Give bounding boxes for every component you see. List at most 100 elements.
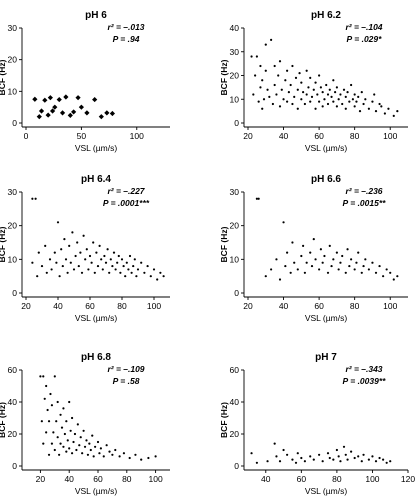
data-point [82, 429, 85, 432]
data-point [341, 102, 344, 106]
data-point [135, 275, 138, 278]
data-point [66, 271, 69, 274]
p-value-label: P = .0001*** [103, 198, 150, 208]
x-tick-label: 80 [350, 301, 360, 311]
data-point [117, 254, 120, 258]
data-point [318, 268, 321, 271]
data-point [296, 107, 299, 110]
y-tick-label: 20 [8, 221, 18, 231]
data-point [42, 442, 45, 445]
data-point [109, 258, 112, 261]
data-point [53, 375, 56, 378]
data-point [259, 64, 262, 68]
x-axis-label: VSL (µm/s) [75, 143, 118, 153]
data-point [291, 102, 294, 106]
data-point [318, 74, 321, 77]
data-point [45, 431, 48, 434]
data-point [103, 254, 106, 258]
data-point [344, 107, 347, 110]
data-point [287, 91, 290, 94]
data-point [94, 445, 97, 448]
data-point [353, 93, 356, 96]
data-point [291, 241, 294, 244]
data-point [56, 436, 59, 439]
data-point [86, 453, 90, 456]
data-point [75, 95, 81, 101]
data-point [323, 98, 326, 101]
x-tick-label: 60 [314, 131, 324, 141]
x-tick-label: 80 [122, 474, 132, 484]
data-point [362, 102, 365, 106]
data-point [374, 271, 378, 274]
data-point [76, 423, 79, 426]
data-point [312, 88, 315, 91]
data-point [47, 420, 51, 423]
data-point [48, 258, 52, 261]
data-point [353, 268, 356, 271]
data-point [339, 460, 342, 463]
data-point [63, 94, 69, 100]
data-point [38, 108, 45, 114]
r-squared-label: r² = –.109 [107, 364, 144, 374]
x-axis-label: VSL (µm/s) [305, 486, 348, 496]
data-point [353, 105, 356, 108]
x-tick-label: 20 [36, 474, 46, 484]
data-point [46, 408, 49, 412]
data-point [81, 452, 84, 455]
data-point [40, 264, 44, 268]
x-tick-label: 80 [117, 301, 127, 311]
data-point [59, 413, 62, 416]
p-value-label: P = .0039** [343, 376, 387, 386]
data-point [383, 112, 386, 115]
data-point [284, 264, 287, 268]
y-tick-label: 0 [12, 288, 17, 298]
data-point [128, 456, 131, 460]
data-point [255, 197, 258, 200]
y-tick-label: 20 [8, 55, 18, 65]
data-point [31, 261, 34, 264]
data-point [114, 448, 117, 452]
data-point [286, 100, 289, 103]
data-point [342, 88, 346, 91]
data-point [300, 98, 303, 101]
data-point [273, 64, 276, 68]
r-squared-label: r² = –.343 [345, 364, 382, 374]
data-point [136, 268, 140, 271]
data-point [344, 271, 347, 274]
data-point [355, 100, 358, 103]
data-point [162, 275, 165, 278]
x-tick-label: 20 [243, 131, 253, 141]
data-point [294, 76, 298, 79]
data-point [328, 88, 331, 91]
data-point [328, 244, 331, 247]
data-point [291, 64, 294, 68]
data-point [332, 458, 335, 461]
data-point [323, 254, 326, 258]
data-point [392, 278, 395, 281]
data-point [378, 264, 381, 268]
data-point [257, 197, 260, 200]
data-point [348, 264, 351, 268]
data-point [319, 248, 322, 251]
data-point [278, 278, 282, 281]
data-point [84, 258, 87, 261]
data-point [293, 261, 296, 264]
chart-title: pH 6.4 [81, 174, 111, 185]
data-point [309, 455, 312, 458]
data-point [255, 461, 258, 464]
data-point [350, 83, 353, 87]
data-point [314, 107, 317, 110]
x-tick-label: 50 [77, 131, 87, 141]
data-point [262, 98, 266, 101]
data-point [350, 450, 353, 453]
data-point [330, 264, 333, 268]
x-tick-label: 40 [53, 301, 63, 311]
x-tick-label: 60 [93, 474, 103, 484]
x-tick-label: 100 [365, 474, 379, 484]
y-tick-label: 60 [230, 365, 240, 375]
data-point [278, 460, 282, 463]
data-point [255, 55, 258, 58]
r-squared-label: r² = –.227 [107, 186, 145, 196]
data-point [362, 453, 365, 456]
